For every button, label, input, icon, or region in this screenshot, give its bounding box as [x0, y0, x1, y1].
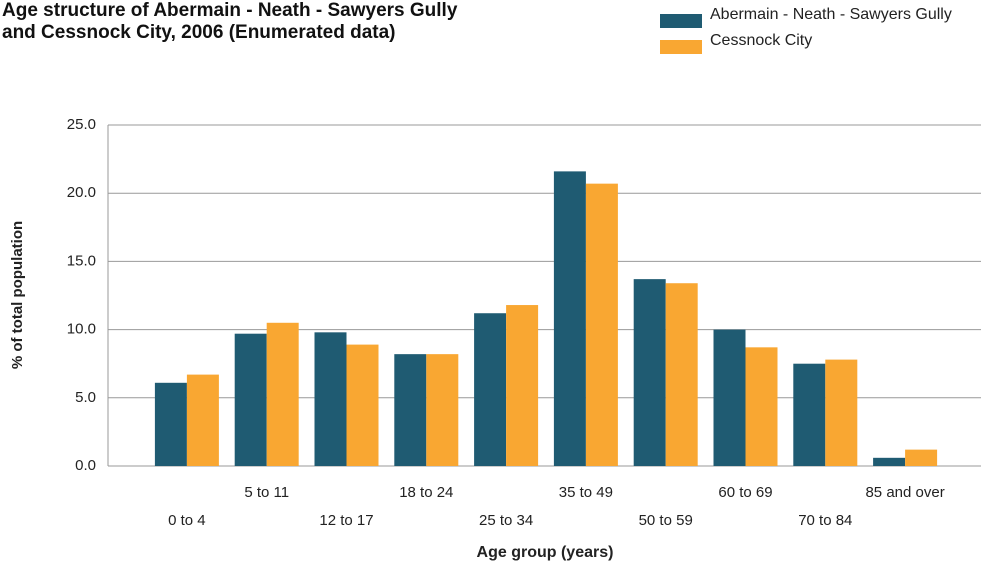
legend-label: Cessnock City	[710, 32, 813, 49]
legend-swatch	[660, 40, 702, 54]
y-axis-label: % of total population	[9, 221, 26, 369]
bar	[633, 279, 666, 466]
bar	[905, 449, 938, 466]
bar	[825, 359, 858, 466]
x-axis-label: Age group (years)	[477, 544, 614, 561]
y-tick-label: 5.0	[75, 389, 96, 406]
x-tick-label: 70 to 84	[798, 512, 852, 529]
bar	[585, 183, 618, 467]
x-tick-label: 50 to 59	[639, 512, 693, 529]
bar	[394, 354, 427, 466]
bar	[873, 457, 906, 466]
legend-swatch	[660, 14, 702, 28]
bar	[186, 374, 219, 466]
bar	[426, 354, 459, 466]
legend-item: Cessnock City	[660, 32, 980, 54]
x-tick-label: 35 to 49	[559, 484, 613, 501]
bar	[346, 344, 379, 466]
y-tick-label: 15.0	[67, 252, 96, 269]
y-tick-label: 25.0	[67, 116, 96, 133]
legend-label: Abermain - Neath - Sawyers Gully	[710, 6, 952, 23]
bar	[234, 333, 267, 466]
bar	[474, 313, 507, 466]
bar	[793, 363, 826, 466]
x-tick-label: 60 to 69	[718, 484, 772, 501]
x-tick-label: 25 to 34	[479, 512, 533, 529]
bar	[553, 171, 586, 466]
bar	[665, 283, 698, 466]
bar	[266, 322, 299, 466]
x-tick-label: 12 to 17	[319, 512, 373, 529]
x-tick-label: 18 to 24	[399, 484, 453, 501]
y-tick-label: 10.0	[67, 321, 96, 338]
bar	[713, 329, 746, 466]
y-tick-label: 0.0	[75, 457, 96, 474]
bar	[154, 382, 187, 466]
bar	[314, 332, 347, 466]
x-tick-label: 5 to 11	[244, 484, 289, 501]
x-tick-label: 0 to 4	[168, 512, 206, 529]
bar	[506, 305, 539, 466]
chart-title: Age structure of Abermain - Neath - Sawy…	[2, 0, 458, 43]
legend-item: Abermain - Neath - Sawyers Gully	[660, 6, 980, 28]
x-tick-label: 85 and over	[865, 484, 944, 501]
legend: Abermain - Neath - Sawyers Gully Cessnock…	[660, 6, 980, 58]
bar	[745, 347, 778, 466]
y-tick-label: 20.0	[67, 184, 96, 201]
